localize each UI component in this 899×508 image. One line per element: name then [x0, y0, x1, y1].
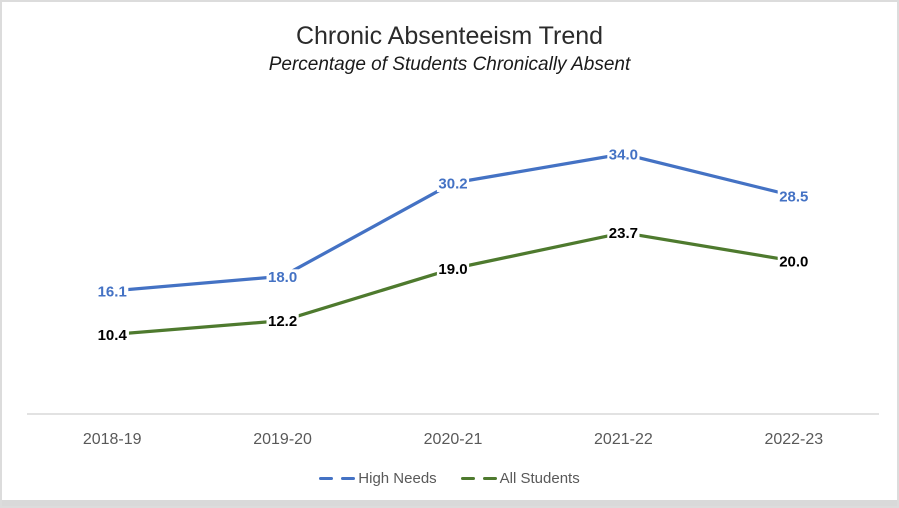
- legend-dash-icon: [319, 477, 334, 480]
- legend-item-high-needs[interactable]: High Needs: [319, 470, 437, 487]
- data-label-high-needs: 28.5: [779, 188, 808, 205]
- data-label-backing: [607, 225, 640, 242]
- data-label-all-students: 23.7: [609, 225, 638, 242]
- x-axis-tick-label: 2022-23: [764, 431, 823, 448]
- x-axis-tick-label: 2020-21: [424, 431, 483, 448]
- data-label-backing: [436, 175, 470, 192]
- legend-dash-icon: [482, 477, 497, 480]
- data-label-all-students: 20.0: [779, 254, 808, 271]
- data-label-backing: [96, 283, 129, 300]
- high-needs-dashed-line-icon: [319, 477, 356, 480]
- data-label-high-needs: 18.0: [268, 269, 297, 286]
- legend: High Needs All Students: [2, 470, 897, 487]
- data-label-high-needs: 16.1: [98, 283, 127, 300]
- legend-label: All Students: [499, 470, 580, 487]
- chart-subtitle: Percentage of Students Chronically Absen…: [268, 54, 631, 75]
- legend-dash-icon: [460, 477, 475, 480]
- legend-dash-icon: [341, 477, 356, 480]
- chart-title: Chronic Absenteeism Trend: [295, 22, 604, 50]
- data-label-backing: [266, 269, 299, 286]
- x-axis-tick-label: 2018-19: [83, 431, 142, 448]
- data-label-backing: [607, 146, 640, 163]
- data-label-all-students: 10.4: [98, 327, 128, 344]
- data-label-high-needs: 30.2: [438, 175, 467, 192]
- data-label-backing: [96, 327, 129, 344]
- legend-item-all-students[interactable]: All Students: [460, 470, 580, 487]
- x-axis-tick-label: 2019-20: [253, 431, 312, 448]
- data-label-backing: [436, 261, 470, 278]
- data-label-backing: [266, 313, 299, 330]
- data-label-backing: [777, 254, 810, 270]
- bottom-edge-bar: [2, 500, 897, 506]
- data-label-high-needs: 34.0: [609, 146, 638, 163]
- x-axis-tick-label: 2021-22: [594, 431, 653, 448]
- data-label-backing: [777, 188, 810, 205]
- data-label-all-students: 19.0: [438, 261, 467, 278]
- legend-label: High Needs: [358, 470, 437, 487]
- all-students-dashed-line-icon: [460, 477, 497, 480]
- data-label-all-students: 12.2: [268, 313, 297, 330]
